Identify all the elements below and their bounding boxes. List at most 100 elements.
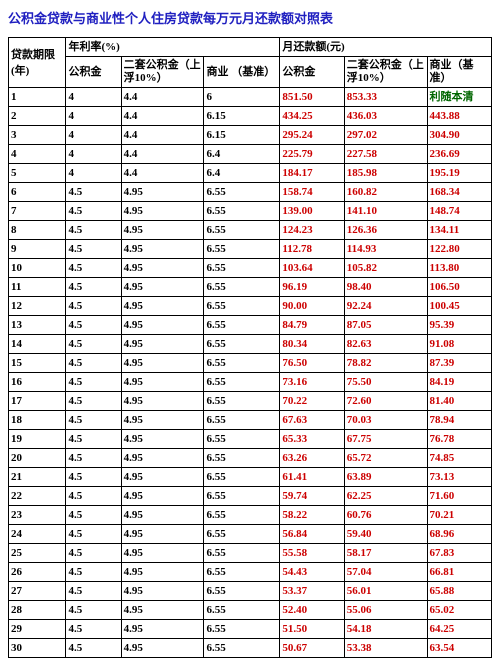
- cell: 87.05: [344, 316, 427, 335]
- cell: 6: [9, 183, 66, 202]
- cell: 56.84: [280, 525, 344, 544]
- cell: 57.04: [344, 563, 427, 582]
- cell: 6.55: [204, 430, 280, 449]
- cell: 4.95: [121, 487, 204, 506]
- cell: 4: [66, 145, 121, 164]
- cell: 53.38: [344, 639, 427, 658]
- cell: 66.81: [427, 563, 491, 582]
- cell: 95.39: [427, 316, 491, 335]
- cell: 21: [9, 468, 66, 487]
- cell: 4.95: [121, 297, 204, 316]
- cell: 6.55: [204, 297, 280, 316]
- cell: 297.02: [344, 126, 427, 145]
- table-row: 184.54.956.5567.6370.0378.94: [9, 411, 492, 430]
- cell: 14: [9, 335, 66, 354]
- th-rate-group: 年利率(%): [66, 38, 280, 57]
- cell: 6.55: [204, 525, 280, 544]
- cell: 76.78: [427, 430, 491, 449]
- cell: 4.4: [121, 126, 204, 145]
- th-rate-gjj: 公积金: [66, 57, 121, 88]
- table-row: 274.54.956.5553.3756.0165.88: [9, 582, 492, 601]
- table-row: 284.54.956.5552.4055.0665.02: [9, 601, 492, 620]
- cell: 4.5: [66, 354, 121, 373]
- th-pay-gjj2: 二套公积金（上浮10%）: [344, 57, 427, 88]
- table-row: 64.54.956.55158.74160.82168.34: [9, 183, 492, 202]
- cell: 436.03: [344, 107, 427, 126]
- cell: 6.15: [204, 126, 280, 145]
- cell: 87.39: [427, 354, 491, 373]
- cell: 6.55: [204, 468, 280, 487]
- table-row: 544.46.4184.17185.98195.19: [9, 164, 492, 183]
- cell: 4.5: [66, 506, 121, 525]
- cell: 4.4: [121, 88, 204, 107]
- th-pay-biz: 商业（基准）: [427, 57, 491, 88]
- cell: 59.40: [344, 525, 427, 544]
- cell: 80.34: [280, 335, 344, 354]
- cell: 4.95: [121, 240, 204, 259]
- cell: 4.95: [121, 411, 204, 430]
- cell: 4.95: [121, 639, 204, 658]
- cell: 6.55: [204, 316, 280, 335]
- cell: 4.95: [121, 449, 204, 468]
- cell: 6.55: [204, 183, 280, 202]
- cell: 4.95: [121, 563, 204, 582]
- th-pay-gjj: 公积金: [280, 57, 344, 88]
- cell: 4.95: [121, 430, 204, 449]
- cell: 81.40: [427, 392, 491, 411]
- cell: 65.88: [427, 582, 491, 601]
- cell: 55.06: [344, 601, 427, 620]
- table-row: 204.54.956.5563.2665.7274.85: [9, 449, 492, 468]
- cell: 63.54: [427, 639, 491, 658]
- cell: 4.5: [66, 430, 121, 449]
- table-row: 94.54.956.55112.78114.93122.80: [9, 240, 492, 259]
- cell: 3: [9, 126, 66, 145]
- cell: 68.96: [427, 525, 491, 544]
- cell: 4: [66, 164, 121, 183]
- cell: 7: [9, 202, 66, 221]
- cell: 4.5: [66, 202, 121, 221]
- table-body: 144.46851.50853.33利随本清244.46.15434.25436…: [9, 88, 492, 658]
- cell: 6.4: [204, 164, 280, 183]
- cell: 4.5: [66, 221, 121, 240]
- table-row: 224.54.956.5559.7462.2571.60: [9, 487, 492, 506]
- cell: 4.95: [121, 316, 204, 335]
- cell: 4.4: [121, 145, 204, 164]
- table-row: 244.46.15434.25436.03443.88: [9, 107, 492, 126]
- cell: 4.4: [121, 107, 204, 126]
- cell: 6.55: [204, 202, 280, 221]
- cell: 76.50: [280, 354, 344, 373]
- cell: 18: [9, 411, 66, 430]
- cell: 75.50: [344, 373, 427, 392]
- cell: 11: [9, 278, 66, 297]
- cell: 利随本清: [427, 88, 491, 107]
- cell: 30: [9, 639, 66, 658]
- cell: 105.82: [344, 259, 427, 278]
- cell: 6.55: [204, 544, 280, 563]
- cell: 82.63: [344, 335, 427, 354]
- cell: 19: [9, 430, 66, 449]
- cell: 4.95: [121, 278, 204, 297]
- table-row: 174.54.956.5570.2272.6081.40: [9, 392, 492, 411]
- cell: 4.5: [66, 544, 121, 563]
- cell: 98.40: [344, 278, 427, 297]
- cell: 91.08: [427, 335, 491, 354]
- cell: 4.95: [121, 354, 204, 373]
- cell: 295.24: [280, 126, 344, 145]
- cell: 51.50: [280, 620, 344, 639]
- table-row: 254.54.956.5555.5858.1767.83: [9, 544, 492, 563]
- cell: 84.19: [427, 373, 491, 392]
- cell: 4.95: [121, 335, 204, 354]
- cell: 63.26: [280, 449, 344, 468]
- cell: 4.5: [66, 240, 121, 259]
- cell: 6.15: [204, 107, 280, 126]
- table-row: 144.46851.50853.33利随本清: [9, 88, 492, 107]
- cell: 74.85: [427, 449, 491, 468]
- cell: 4.5: [66, 335, 121, 354]
- cell: 126.36: [344, 221, 427, 240]
- cell: 2: [9, 107, 66, 126]
- cell: 853.33: [344, 88, 427, 107]
- cell: 70.22: [280, 392, 344, 411]
- cell: 64.25: [427, 620, 491, 639]
- cell: 4.5: [66, 601, 121, 620]
- cell: 6.55: [204, 373, 280, 392]
